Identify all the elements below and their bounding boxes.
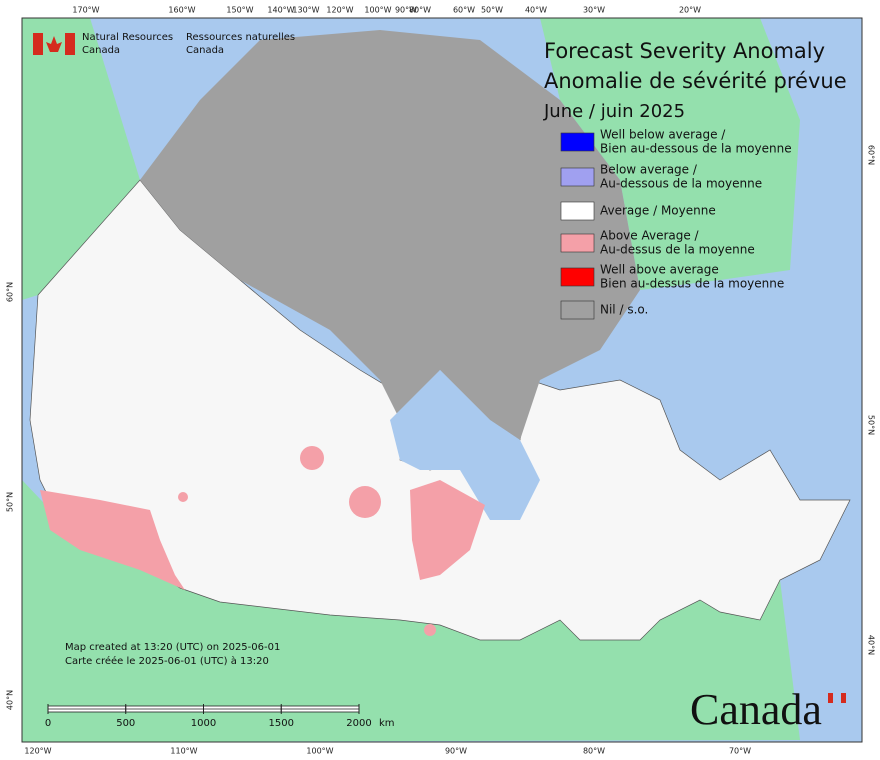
graticule-label: 120°W	[24, 747, 51, 756]
scale-label: 1500	[269, 718, 294, 729]
scale-unit: km	[379, 718, 395, 729]
agency-fr: Canada	[186, 45, 224, 56]
canada-wordmark: Canada	[690, 685, 822, 734]
agency-en: Natural Resources	[82, 32, 173, 43]
title-line: June / juin 2025	[543, 101, 685, 122]
graticule-label: 120°W	[326, 6, 353, 15]
scale-label: 500	[116, 718, 135, 729]
graticule-label: 20°W	[679, 6, 701, 15]
scale-label: 1000	[191, 718, 216, 729]
united-states	[22, 480, 800, 742]
graticule-label: 90°W	[445, 747, 467, 756]
graticule-label: 50°N	[6, 492, 15, 512]
graticule-label: 70°W	[729, 747, 751, 756]
graticule-label: 40°W	[525, 6, 547, 15]
alaska	[22, 18, 140, 300]
legend-label: Au-dessous de la moyenne	[600, 177, 762, 191]
frame	[21, 17, 863, 743]
above-average-sk	[300, 446, 324, 470]
above-average-lake	[424, 624, 436, 636]
graticule-label: 60°N	[6, 282, 15, 302]
graticule-label: 100°W	[364, 6, 391, 15]
above-average-on	[410, 480, 485, 580]
legend-label: Above Average /	[600, 229, 700, 243]
graticule-label: 100°W	[306, 747, 333, 756]
above-average-mb	[349, 486, 381, 518]
legend-swatch	[560, 300, 595, 320]
legend-swatch	[560, 132, 595, 152]
legend-swatch	[560, 233, 595, 253]
graticule-label: 110°W	[170, 747, 197, 756]
legend-swatch	[560, 167, 595, 187]
graticule-label: 60°W	[453, 6, 475, 15]
legend-label: Bien au-dessus de la moyenne	[600, 277, 784, 291]
graticule-label: 130°W	[292, 6, 319, 15]
graticule-label: 60°N	[867, 145, 876, 165]
maple-leaf	[46, 36, 62, 52]
wordmark-flag-left	[828, 693, 833, 703]
greenland	[540, 18, 800, 290]
title-line: Forecast Severity Anomaly	[544, 39, 825, 63]
legend-swatch	[560, 201, 595, 221]
map-created: Carte créée le 2025-06-01 (UTC) à 13:20	[65, 655, 269, 667]
legend-label: Well above average	[600, 263, 719, 277]
flag-left	[33, 33, 43, 55]
flag-right	[65, 33, 75, 55]
agency-fr: Ressources naturelles	[186, 32, 295, 43]
legend-label: Nil / s.o.	[600, 303, 648, 317]
legend-label: Au-dessus de la moyenne	[600, 243, 755, 257]
wordmark-flag-right	[841, 693, 846, 703]
legend-swatch	[560, 267, 595, 287]
graticule-label: 50°W	[481, 6, 503, 15]
graticule-label: 150°W	[226, 6, 253, 15]
legend-label: Average / Moyenne	[600, 204, 716, 218]
above-average-bc	[40, 490, 185, 590]
graticule-label: 40°N	[867, 635, 876, 655]
graticule-label: 160°W	[168, 6, 195, 15]
graticule-label: 140°W	[267, 6, 294, 15]
graticule-label: 80°W	[409, 6, 431, 15]
graticule-label: 50°N	[867, 415, 876, 435]
graticule-label: 30°W	[583, 6, 605, 15]
graticule-label: 80°W	[583, 747, 605, 756]
agency-en: Canada	[82, 45, 120, 56]
graticule-label: 170°W	[72, 6, 99, 15]
hudson-bay	[390, 370, 540, 520]
scale-label: 0	[45, 718, 51, 729]
graticule-label: 90°W	[395, 6, 417, 15]
above-average-ab	[178, 492, 188, 502]
title-line: Anomalie de sévérité prévue	[544, 69, 847, 93]
arctic-nil	[140, 30, 640, 440]
legend-label: Well below average /	[600, 128, 726, 142]
legend-label: Below average /	[600, 163, 698, 177]
legend-label: Bien au-dessous de la moyenne	[600, 142, 792, 156]
graticule-label: 40°N	[6, 690, 15, 710]
scale-label: 2000	[346, 718, 371, 729]
map-created: Map created at 13:20 (UTC) on 2025-06-01	[65, 642, 280, 653]
